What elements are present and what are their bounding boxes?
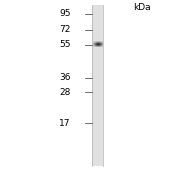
Text: 55: 55 (59, 40, 71, 49)
Text: 72: 72 (59, 25, 71, 34)
Text: 28: 28 (59, 88, 71, 97)
Bar (92, 5, 103, 166)
Text: 17: 17 (59, 119, 71, 128)
Text: kDa: kDa (133, 3, 150, 11)
Text: 36: 36 (59, 73, 71, 82)
Text: 95: 95 (59, 9, 71, 18)
